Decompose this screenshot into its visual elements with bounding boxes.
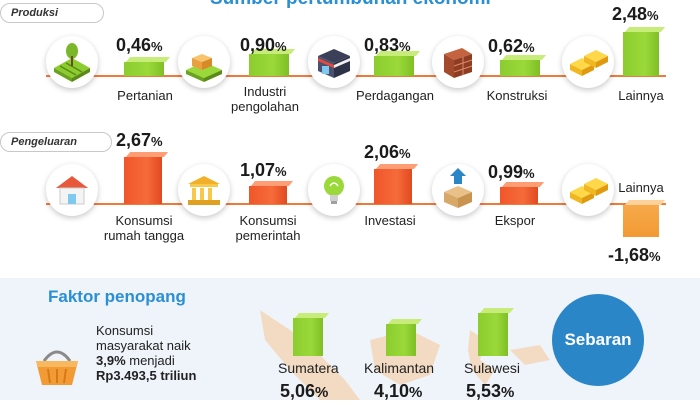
export-box-icon: [432, 164, 484, 216]
bar-pertanian: [124, 62, 164, 76]
label-industri: Industri pengolahan: [231, 84, 299, 114]
factor-text-line: masyarakat naik: [96, 338, 191, 353]
label-pertanian: Pertanian: [117, 88, 173, 103]
bar-industri: [249, 54, 289, 76]
factor-text-line: Rp3.493,5 triliun: [96, 368, 197, 383]
bar-investasi: [374, 169, 412, 204]
blocks-icon: [562, 36, 614, 88]
label-perdagangan: Perdagangan: [355, 88, 435, 103]
label-konsumsi-rt: Konsumsi rumah tangga: [103, 213, 185, 243]
value-konsumsi-rt: 2,67%: [116, 130, 163, 150]
produksi-baseline: [46, 75, 666, 77]
factor-description: Konsumsi masyarakat naik 3,9% menjadi Rp…: [96, 323, 246, 383]
value-lainnya-produksi: 2,48%: [612, 4, 659, 24]
label-konsumsi-pemerintah: Konsumsi pemerintah: [235, 213, 301, 243]
value-sumatera: 5,06%: [280, 381, 329, 401]
bar-sumatera: [293, 318, 323, 356]
label-investasi: Investasi: [364, 213, 416, 228]
factor-title: Faktor penopang: [48, 287, 186, 306]
house-icon: [46, 164, 98, 216]
lightbulb-icon: [308, 164, 360, 216]
value-lainnya-pengeluaran: -1,68%: [608, 245, 661, 265]
bar-kalimantan: [386, 324, 416, 356]
produksi-tag: Produksi: [0, 3, 104, 23]
bar-konsumsi-rt: [124, 157, 162, 204]
factory-icon: [178, 36, 230, 88]
label-lainnya-produksi: Lainnya: [618, 88, 664, 103]
value-investasi: 2,06%: [364, 142, 411, 162]
bar-lainnya-pengeluaran: [623, 205, 659, 237]
value-ekspor: 0,99%: [488, 162, 535, 182]
value-kalimantan: 4,10%: [374, 381, 423, 401]
label-lainnya-pengeluaran: Lainnya: [618, 180, 664, 195]
value-industri: 0,90%: [240, 35, 287, 55]
pengeluaran-tag: Pengeluaran: [0, 132, 112, 152]
pengeluaran-baseline: [46, 203, 666, 205]
blocks-icon: [562, 164, 614, 216]
value-konsumsi-pemerintah: 1,07%: [240, 160, 287, 180]
label-sumatera: Sumatera: [278, 360, 339, 376]
sebaran-badge: Sebaran: [552, 294, 644, 386]
bar-lainnya-produksi: [623, 32, 659, 76]
brick-wall-icon: [432, 36, 484, 88]
value-perdagangan: 0,83%: [364, 35, 411, 55]
government-building-icon: [178, 164, 230, 216]
value-pertanian: 0,46%: [116, 35, 163, 55]
bar-perdagangan: [374, 56, 414, 76]
farmland-icon: [46, 36, 98, 88]
label-sulawesi: Sulawesi: [464, 360, 521, 376]
label-kalimantan: Kalimantan: [364, 360, 435, 376]
label-ekspor: Ekspor: [494, 213, 536, 228]
bar-sulawesi: [478, 313, 508, 356]
section-title: Sumber pertumbuhan ekonomi: [210, 0, 491, 10]
shopping-basket-icon: [30, 345, 84, 389]
value-sulawesi: 5,53%: [466, 381, 515, 401]
factor-text-line: 3,9% menjadi: [96, 353, 175, 368]
bar-konsumsi-pemerintah: [249, 186, 287, 204]
bar-ekspor: [500, 187, 538, 204]
shop-icon: [308, 36, 360, 88]
bar-konstruksi: [500, 60, 540, 76]
label-konstruksi: Konstruksi: [486, 88, 548, 103]
value-konstruksi: 0,62%: [488, 36, 535, 56]
factor-text-line: Konsumsi: [96, 323, 154, 338]
